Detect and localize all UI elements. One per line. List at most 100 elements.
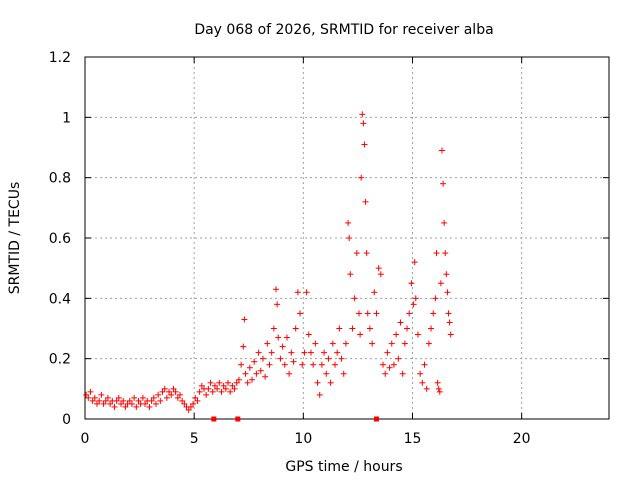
data-point — [288, 349, 295, 356]
data-point — [377, 271, 384, 278]
data-point — [238, 361, 245, 368]
data-point — [176, 391, 183, 398]
data-point — [433, 250, 440, 257]
data-point — [305, 331, 312, 338]
data-point — [255, 349, 262, 356]
data-point — [122, 403, 129, 410]
data-point — [441, 219, 448, 226]
data-point — [251, 358, 258, 365]
y-tick-label: 0.4 — [49, 291, 71, 307]
data-point — [240, 343, 247, 350]
data-point — [203, 391, 210, 398]
data-point — [279, 343, 286, 350]
data-point — [442, 250, 449, 257]
data-point — [318, 361, 325, 368]
x-tick-label: 20 — [513, 431, 531, 447]
data-point — [185, 406, 192, 413]
data-point — [161, 385, 168, 392]
data-point — [100, 400, 107, 407]
data-point — [360, 120, 367, 127]
x-tick-label: 10 — [294, 431, 312, 447]
data-point — [174, 394, 181, 401]
data-point — [152, 400, 159, 407]
data-point — [229, 382, 236, 389]
data-point — [196, 388, 203, 395]
data-point — [297, 310, 304, 317]
baseline-flag-marker — [373, 416, 379, 422]
data-point — [351, 295, 358, 302]
data-point — [166, 388, 173, 395]
data-point — [286, 370, 293, 377]
data-point — [401, 340, 408, 347]
data-point — [390, 361, 397, 368]
data-point — [408, 280, 415, 287]
data-point — [430, 310, 437, 317]
y-tick-label: 1 — [62, 110, 71, 126]
x-tick-label: 15 — [404, 431, 422, 447]
data-point — [384, 349, 391, 356]
data-point — [102, 397, 109, 404]
data-point — [264, 340, 271, 347]
data-point — [273, 286, 280, 293]
data-point — [181, 400, 188, 407]
data-point — [277, 355, 284, 362]
data-point — [87, 388, 94, 395]
data-point — [444, 289, 451, 296]
data-point — [135, 397, 142, 404]
data-point — [334, 349, 341, 356]
baseline-flag-marker — [235, 416, 241, 422]
data-point — [211, 382, 218, 389]
data-point — [404, 325, 411, 332]
data-point — [227, 388, 234, 395]
data-point — [150, 394, 157, 401]
data-point — [259, 355, 266, 362]
data-point — [342, 340, 349, 347]
data-point — [241, 316, 248, 323]
data-point — [155, 391, 162, 398]
data-point — [262, 373, 269, 380]
data-point — [362, 198, 369, 205]
data-point — [270, 325, 277, 332]
data-point — [128, 400, 135, 407]
data-point — [157, 397, 164, 404]
data-point — [331, 361, 338, 368]
data-point — [421, 361, 428, 368]
data-point — [246, 364, 253, 371]
data-point — [111, 403, 118, 410]
data-point — [307, 349, 314, 356]
data-point — [190, 400, 197, 407]
data-point — [274, 301, 281, 308]
data-point — [294, 289, 301, 296]
data-point — [168, 391, 175, 398]
data-point — [414, 331, 421, 338]
data-point — [163, 394, 170, 401]
data-point — [235, 376, 242, 383]
data-point — [438, 147, 445, 154]
data-point — [249, 376, 256, 383]
data-point — [148, 397, 155, 404]
data-point — [222, 385, 229, 392]
data-point — [85, 394, 92, 401]
data-point — [417, 370, 424, 377]
data-point — [266, 361, 273, 368]
data-point — [179, 397, 186, 404]
data-point — [323, 370, 330, 377]
data-point — [325, 355, 332, 362]
data-point — [312, 340, 319, 347]
data-point — [411, 259, 418, 266]
data-point — [316, 391, 323, 398]
data-point — [443, 271, 450, 278]
data-point — [327, 379, 334, 386]
data-point — [310, 361, 317, 368]
data-point — [242, 370, 249, 377]
data-point — [345, 219, 352, 226]
data-point — [356, 310, 363, 317]
data-point — [359, 111, 366, 118]
data-point — [131, 394, 138, 401]
y-tick-label: 0 — [62, 412, 71, 428]
x-tick-label: 5 — [190, 431, 199, 447]
y-axis-label: SRMTID / TECUs — [7, 182, 23, 295]
data-point — [207, 379, 214, 386]
data-point — [290, 358, 297, 365]
